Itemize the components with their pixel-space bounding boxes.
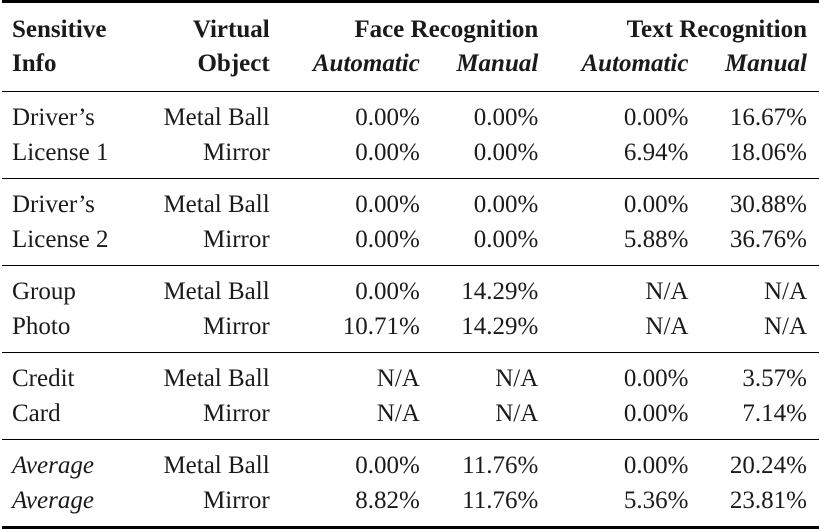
face-manual-cell: N/A [495, 400, 539, 427]
face-manual-cell: 14.29% [461, 278, 539, 305]
sensitive-info-cell: Credit [12, 365, 75, 392]
header-face-manual: Manual [456, 50, 539, 77]
virtual-object-cell: Metal Ball [163, 104, 270, 131]
table-row: Card Mirror N/A N/A 0.00% 7.14% [2, 396, 819, 440]
face-automatic-cell: 0.00% [355, 226, 420, 253]
sensitive-info-cell: Driver’s [12, 104, 95, 131]
text-manual-cell: N/A [763, 313, 807, 340]
sensitive-info-cell: Driver’s [12, 191, 95, 218]
face-automatic-cell: 0.00% [355, 104, 420, 131]
text-automatic-cell: N/A [645, 313, 689, 340]
face-manual-cell: 0.00% [473, 139, 539, 166]
face-automatic-cell: 0.00% [355, 139, 420, 166]
face-automatic-cell: 0.00% [355, 278, 420, 305]
text-automatic-cell: 5.88% [623, 226, 689, 253]
text-manual-cell: N/A [763, 278, 807, 305]
table-row: Average Mirror 8.82% 11.76% 5.36% 23.81% [2, 483, 819, 528]
face-manual-cell: 0.00% [473, 104, 539, 131]
face-automatic-cell: N/A [376, 365, 420, 392]
face-manual-cell: 11.76% [462, 452, 539, 479]
face-manual-cell: 11.76% [462, 487, 539, 514]
face-automatic-cell: 10.71% [342, 313, 420, 340]
table-row: Photo Mirror 10.71% 14.29% N/A N/A [2, 309, 819, 353]
face-manual-cell: N/A [495, 365, 539, 392]
text-manual-cell: 18.06% [729, 139, 807, 166]
face-manual-cell: 0.00% [473, 226, 539, 253]
table-body: Driver’s Metal Ball 0.00% 0.00% 0.00% 16.67% L… [2, 91, 819, 528]
sensitive-info-cell: Group [12, 278, 76, 305]
virtual-object-cell: Mirror [203, 487, 270, 514]
table-row: Driver’s Metal Ball 0.00% 0.00% 0.00% 30.88% [2, 178, 819, 223]
text-automatic-cell: 0.00% [623, 365, 689, 392]
header-sensitive-info-line2: Info [12, 50, 57, 77]
face-automatic-cell: 0.00% [355, 452, 420, 479]
text-automatic-cell: 5.36% [623, 487, 689, 514]
text-manual-cell: 30.88% [729, 191, 807, 218]
sensitive-info-cell: Photo [12, 313, 71, 340]
virtual-object-cell: Metal Ball [163, 452, 270, 479]
sensitive-info-cell: License 1 [12, 139, 109, 166]
text-automatic-cell: 6.94% [623, 139, 689, 166]
sensitive-info-cell: License 2 [12, 226, 109, 253]
table-row: License 1 Mirror 0.00% 0.00% 6.94% 18.06% [2, 135, 819, 179]
header-virtual-object-line1: Virtual [192, 16, 270, 43]
face-manual-cell: 14.29% [461, 313, 539, 340]
table-row: Average Metal Ball 0.00% 11.76% 0.00% 20.24% [2, 439, 819, 484]
text-automatic-cell: 0.00% [623, 191, 689, 218]
sensitive-info-cell: Card [12, 400, 61, 427]
header-text-manual: Manual [725, 50, 807, 77]
text-automatic-cell: 0.00% [623, 452, 689, 479]
virtual-object-cell: Metal Ball [163, 191, 270, 218]
text-automatic-cell: N/A [645, 278, 689, 305]
face-manual-cell: 0.00% [473, 191, 539, 218]
text-automatic-cell: 0.00% [623, 400, 689, 427]
sensitive-info-cell: Average [12, 452, 94, 479]
table-header: Sensitive Virtual Face Recognition Text … [2, 1, 819, 92]
header-sensitive-info-line1: Sensitive [12, 16, 107, 43]
virtual-object-cell: Mirror [203, 400, 270, 427]
face-automatic-cell: 0.00% [355, 191, 420, 218]
text-manual-cell: 16.67% [729, 104, 807, 131]
text-manual-cell: 3.57% [742, 365, 807, 392]
table-row: Group Metal Ball 0.00% 14.29% N/A N/A [2, 265, 819, 310]
text-manual-cell: 7.14% [742, 400, 807, 427]
virtual-object-cell: Mirror [203, 313, 270, 340]
header-face-automatic: Automatic [312, 50, 420, 77]
table-row: License 2 Mirror 0.00% 0.00% 5.88% 36.76% [2, 222, 819, 266]
table-row: Driver’s Metal Ball 0.00% 0.00% 0.00% 16.67% [2, 91, 819, 136]
virtual-object-cell: Metal Ball [163, 365, 270, 392]
header-text-automatic: Automatic [581, 50, 689, 77]
face-automatic-cell: 8.82% [355, 487, 420, 514]
header-text-recognition: Text Recognition [626, 16, 807, 43]
virtual-object-cell: Mirror [203, 139, 270, 166]
sensitive-info-cell: Average [12, 487, 94, 514]
virtual-object-cell: Mirror [203, 226, 270, 253]
face-automatic-cell: N/A [376, 400, 420, 427]
header-virtual-object-line2: Object [197, 50, 270, 77]
text-manual-cell: 36.76% [729, 226, 807, 253]
text-manual-cell: 20.24% [729, 452, 807, 479]
text-manual-cell: 23.81% [729, 487, 807, 514]
virtual-object-cell: Metal Ball [163, 278, 270, 305]
header-face-recognition: Face Recognition [354, 16, 539, 43]
text-automatic-cell: 0.00% [623, 104, 689, 131]
table-row: Credit Metal Ball N/A N/A 0.00% 3.57% [2, 352, 819, 397]
